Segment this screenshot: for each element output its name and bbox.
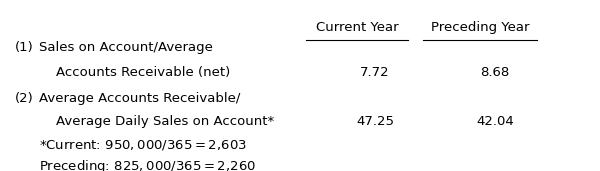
Text: Current Year: Current Year — [316, 21, 398, 34]
Text: 42.04: 42.04 — [476, 115, 514, 128]
Text: Preceding Year: Preceding Year — [431, 21, 529, 34]
Text: 47.25: 47.25 — [356, 115, 394, 128]
Text: Average Daily Sales on Account*: Average Daily Sales on Account* — [39, 115, 274, 128]
Text: (1): (1) — [15, 41, 34, 54]
Text: *Current: $950,000/365 = $2,603: *Current: $950,000/365 = $2,603 — [39, 138, 247, 152]
Text: Accounts Receivable (net): Accounts Receivable (net) — [39, 66, 230, 79]
Text: 7.72: 7.72 — [360, 66, 390, 79]
Text: Preceding: $825,000/365 = $2,260: Preceding: $825,000/365 = $2,260 — [39, 158, 256, 171]
Text: Sales on Account/Average: Sales on Account/Average — [39, 41, 213, 54]
Text: Average Accounts Receivable/: Average Accounts Receivable/ — [39, 92, 241, 105]
Text: (2): (2) — [15, 92, 34, 105]
Text: 8.68: 8.68 — [481, 66, 509, 79]
